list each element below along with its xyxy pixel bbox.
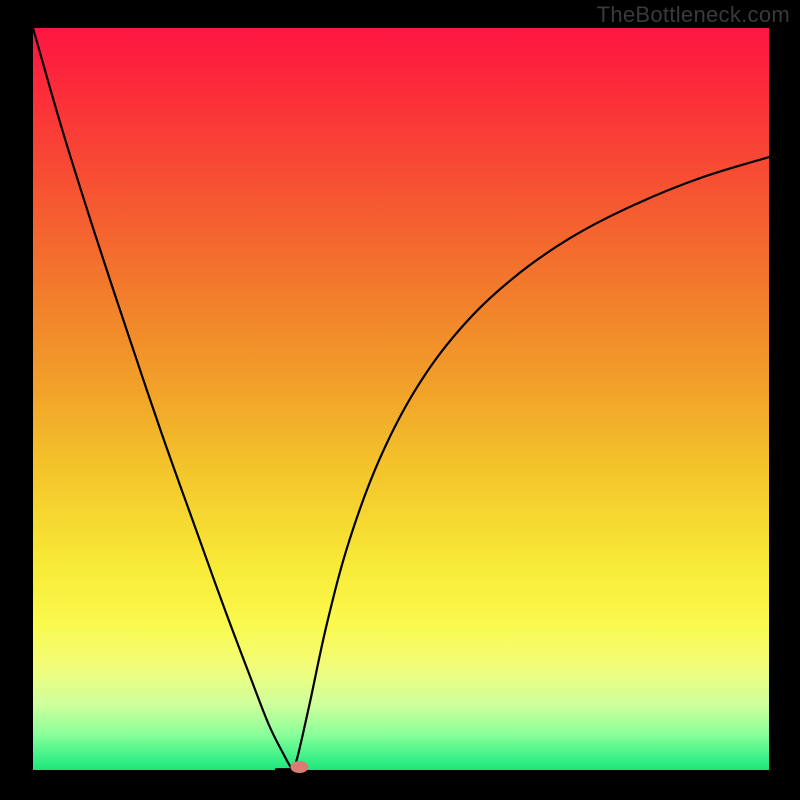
bottleneck-chart bbox=[0, 0, 800, 800]
plot-background bbox=[33, 28, 769, 770]
optimal-point-marker bbox=[290, 761, 308, 773]
chart-container: TheBottleneck.com bbox=[0, 0, 800, 800]
watermark-text: TheBottleneck.com bbox=[597, 2, 790, 28]
